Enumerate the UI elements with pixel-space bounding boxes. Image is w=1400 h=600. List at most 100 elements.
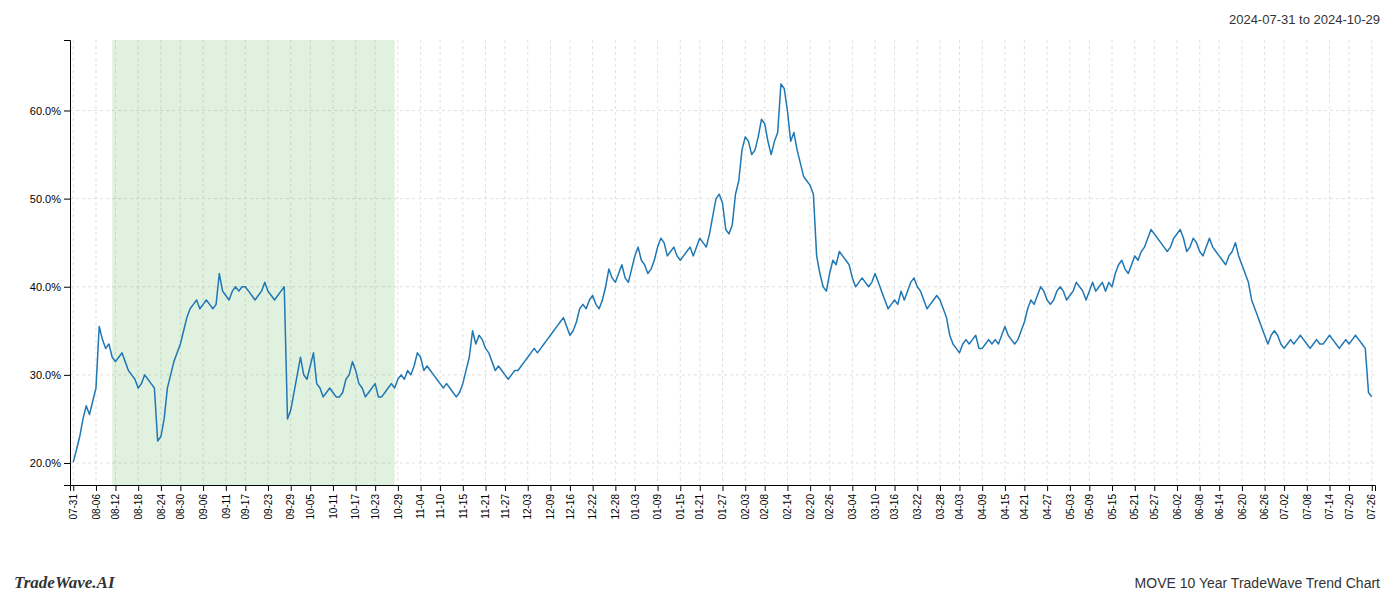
x-tick: 07-20 (1344, 485, 1355, 520)
grid-line-x (1176, 40, 1177, 485)
x-tick-mark (203, 485, 204, 491)
grid-line-x (1112, 40, 1113, 485)
x-tick: 11-15 (457, 485, 468, 519)
grid-line-x (1306, 40, 1307, 485)
x-tick-mark (1177, 485, 1178, 491)
x-tick-label: 05-03 (1065, 494, 1076, 520)
x-tick-mark (1089, 485, 1090, 491)
x-tick-mark (375, 485, 376, 491)
y-tick: 60.0% (30, 105, 70, 117)
grid-line-x (1047, 40, 1048, 485)
grid-line-x (1024, 40, 1025, 485)
x-tick: 10-17 (350, 485, 361, 520)
grid-line-x (1329, 40, 1330, 485)
x-tick-label: 09-17 (240, 494, 251, 520)
x-tick-label: 07-31 (68, 494, 79, 520)
x-tick-mark (1024, 485, 1025, 491)
x-tick-mark (291, 485, 292, 491)
grid-line-x (569, 40, 570, 485)
x-tick: 12-28 (610, 485, 621, 520)
x-tick-mark (982, 485, 983, 491)
x-tick: 05-27 (1149, 485, 1160, 520)
x-tick-label: 02-26 (824, 494, 835, 520)
grid-line-x (722, 40, 723, 485)
x-tick-label: 07-02 (1279, 494, 1290, 520)
x-tick-mark (310, 485, 311, 491)
x-tick-mark (917, 485, 918, 491)
x-tick-mark (440, 485, 441, 491)
x-tick-mark (895, 485, 896, 491)
grid-line-x (634, 40, 635, 485)
y-tick-label: 50.0% (30, 193, 61, 205)
shaded-region (112, 40, 394, 485)
grid-line-x (592, 40, 593, 485)
x-tick: 09-11 (221, 485, 232, 519)
x-tick-label: 06-14 (1214, 494, 1225, 520)
x-tick: 01-27 (717, 485, 728, 520)
x-tick-label: 03-16 (889, 494, 900, 520)
x-tick-mark (787, 485, 788, 491)
y-tick-label: 30.0% (30, 369, 61, 381)
x-tick: 10-05 (305, 485, 316, 520)
x-tick-mark (333, 485, 334, 491)
x-tick-mark (593, 485, 594, 491)
y-axis-line (64, 41, 71, 486)
x-tick-mark (1372, 485, 1373, 491)
x-tick-label: 03-04 (847, 494, 858, 520)
x-tick-mark (1330, 485, 1331, 491)
x-tick: 10-29 (393, 485, 404, 520)
grid-line-x (875, 40, 876, 485)
x-tick: 08-24 (156, 485, 167, 520)
x-tick-label: 09-29 (285, 494, 296, 520)
x-tick-mark (138, 485, 139, 491)
y-tick-mark (64, 287, 70, 288)
x-axis: 07-3108-0608-1208-1808-2408-3009-0609-11… (68, 485, 1378, 520)
x-tick-mark (73, 485, 74, 491)
x-tick: 07-02 (1279, 485, 1290, 520)
grid-line-x (1154, 40, 1155, 485)
x-tick-mark (1112, 485, 1113, 491)
x-tick-mark (1219, 485, 1220, 491)
x-tick-label: 11-21 (480, 494, 491, 519)
x-tick-label: 04-03 (954, 494, 965, 520)
x-tick-label: 12-09 (545, 494, 556, 520)
grid-line-x (462, 40, 463, 485)
grid-line-x (1264, 40, 1265, 485)
x-tick: 07-08 (1302, 485, 1313, 520)
y-tick-label: 60.0% (30, 105, 61, 117)
x-tick-mark (505, 485, 506, 491)
x-tick: 05-15 (1107, 485, 1118, 520)
x-tick: 05-21 (1129, 485, 1140, 520)
x-tick: 01-21 (694, 485, 705, 520)
x-tick-mark (180, 485, 181, 491)
x-tick: 03-28 (935, 485, 946, 520)
x-tick: 02-03 (740, 485, 751, 520)
x-tick-mark (830, 485, 831, 491)
x-tick: 04-15 (1000, 485, 1011, 520)
x-tick-mark (226, 485, 227, 491)
x-tick-label: 01-15 (675, 494, 686, 520)
grid-line-x (982, 40, 983, 485)
x-tick-mark (1349, 485, 1350, 491)
x-tick-label: 05-21 (1129, 494, 1140, 520)
grid-line-x (1134, 40, 1135, 485)
x-tick-mark (463, 485, 464, 491)
x-tick-mark (723, 485, 724, 491)
grid-line-x (745, 40, 746, 485)
grid-line-x (657, 40, 658, 485)
x-tick-mark (1242, 485, 1243, 491)
x-tick-label: 06-26 (1259, 494, 1270, 520)
x-tick: 06-14 (1214, 485, 1225, 520)
y-tick-mark (64, 463, 70, 464)
y-tick-label: 40.0% (30, 281, 61, 293)
x-tick-label: 10-17 (350, 494, 361, 520)
grid-line-x (1219, 40, 1220, 485)
x-tick: 02-08 (759, 485, 770, 520)
x-tick-mark (1265, 485, 1266, 491)
grid-line-x (1199, 40, 1200, 485)
x-tick: 06-02 (1172, 485, 1183, 520)
x-tick: 09-06 (198, 485, 209, 520)
x-tick-label: 08-06 (91, 494, 102, 520)
grid-line-x (699, 40, 700, 485)
x-tick: 03-22 (912, 485, 923, 520)
